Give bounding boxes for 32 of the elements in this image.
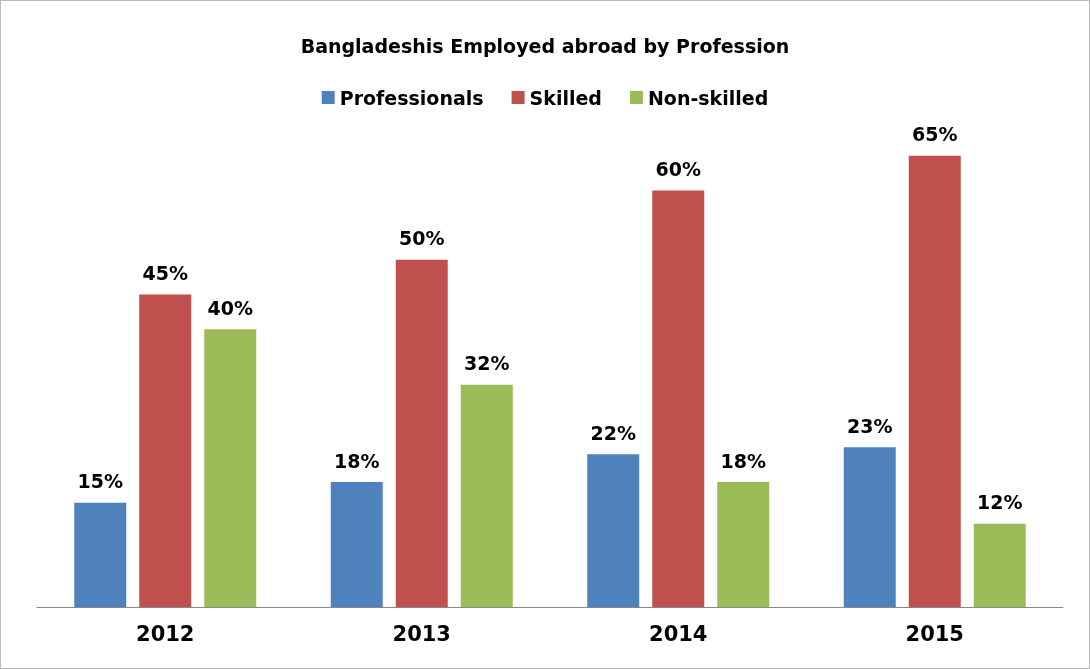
legend-label: Non-skilled xyxy=(647,86,769,109)
bar xyxy=(74,502,127,607)
bar xyxy=(587,454,640,607)
data-label: 15% xyxy=(77,470,123,493)
bar xyxy=(139,294,192,607)
x-tick-label: 2015 xyxy=(905,621,964,646)
data-label: 18% xyxy=(720,449,766,472)
legend-label: Skilled xyxy=(529,86,602,109)
x-tick-label: 2014 xyxy=(649,621,708,646)
bar xyxy=(973,523,1026,607)
bar xyxy=(717,482,770,607)
data-label: 22% xyxy=(590,421,636,444)
data-label: 12% xyxy=(977,491,1023,514)
bar xyxy=(908,155,961,607)
data-label: 23% xyxy=(847,414,893,437)
bar xyxy=(843,447,896,607)
bar xyxy=(460,384,513,607)
legend-label: Professionals xyxy=(339,86,484,109)
chart-title: Bangladeshis Employed abroad by Profession xyxy=(300,34,790,57)
bar xyxy=(330,482,383,607)
data-label: 50% xyxy=(399,227,445,250)
data-label: 65% xyxy=(912,123,958,146)
x-tick-label: 2012 xyxy=(136,621,195,646)
bar xyxy=(395,259,448,607)
data-label: 60% xyxy=(655,157,701,180)
bar xyxy=(204,329,257,607)
bar xyxy=(652,190,705,607)
data-label: 32% xyxy=(464,352,510,375)
data-label: 40% xyxy=(207,296,253,319)
data-label: 18% xyxy=(334,449,380,472)
data-label: 45% xyxy=(142,262,188,285)
x-tick-label: 2013 xyxy=(392,621,451,646)
